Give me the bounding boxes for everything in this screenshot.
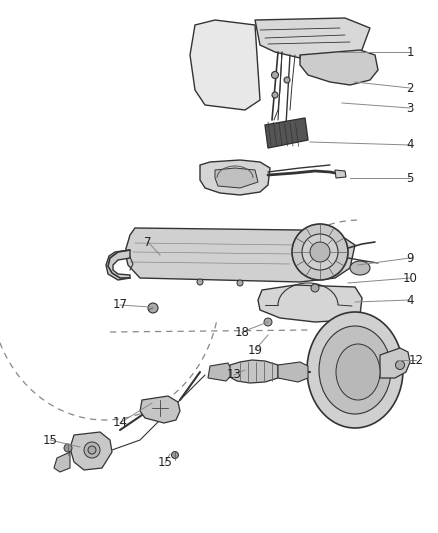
- Polygon shape: [140, 396, 180, 423]
- Polygon shape: [335, 170, 346, 178]
- Text: 10: 10: [403, 271, 417, 285]
- Circle shape: [396, 360, 405, 369]
- Ellipse shape: [319, 326, 391, 414]
- Text: 15: 15: [42, 433, 57, 447]
- Text: 18: 18: [235, 326, 249, 338]
- Polygon shape: [215, 168, 258, 188]
- Circle shape: [88, 446, 96, 454]
- Ellipse shape: [307, 312, 403, 428]
- Text: 4: 4: [406, 294, 414, 306]
- Polygon shape: [200, 160, 270, 195]
- Circle shape: [264, 318, 272, 326]
- Text: 7: 7: [144, 236, 152, 248]
- Text: 3: 3: [406, 101, 413, 115]
- Text: 2: 2: [406, 82, 414, 94]
- Polygon shape: [106, 250, 130, 280]
- Circle shape: [292, 224, 348, 280]
- Circle shape: [197, 279, 203, 285]
- Polygon shape: [300, 50, 378, 85]
- Circle shape: [272, 92, 278, 98]
- Circle shape: [84, 442, 100, 458]
- Circle shape: [64, 444, 72, 452]
- Circle shape: [172, 451, 179, 458]
- Circle shape: [272, 71, 279, 78]
- Text: 1: 1: [406, 45, 414, 59]
- Ellipse shape: [336, 344, 380, 400]
- Text: 4: 4: [406, 139, 414, 151]
- Text: 13: 13: [226, 368, 241, 382]
- Polygon shape: [258, 285, 362, 322]
- Circle shape: [284, 77, 290, 83]
- Text: 14: 14: [113, 416, 127, 430]
- Polygon shape: [228, 360, 278, 383]
- Circle shape: [310, 242, 330, 262]
- Polygon shape: [125, 228, 355, 282]
- Polygon shape: [278, 362, 308, 382]
- Text: 12: 12: [409, 353, 424, 367]
- Text: 5: 5: [406, 172, 413, 184]
- Polygon shape: [190, 20, 260, 110]
- Polygon shape: [208, 363, 230, 381]
- Polygon shape: [265, 118, 308, 148]
- Circle shape: [148, 303, 158, 313]
- Ellipse shape: [350, 261, 370, 275]
- Text: 19: 19: [247, 343, 262, 357]
- Text: 9: 9: [406, 252, 414, 264]
- Circle shape: [302, 234, 338, 270]
- Text: 17: 17: [113, 298, 127, 311]
- Polygon shape: [70, 432, 112, 470]
- Text: 15: 15: [158, 456, 173, 470]
- Polygon shape: [380, 348, 410, 378]
- Circle shape: [311, 284, 319, 292]
- Circle shape: [237, 280, 243, 286]
- Polygon shape: [255, 18, 370, 60]
- Polygon shape: [54, 452, 70, 472]
